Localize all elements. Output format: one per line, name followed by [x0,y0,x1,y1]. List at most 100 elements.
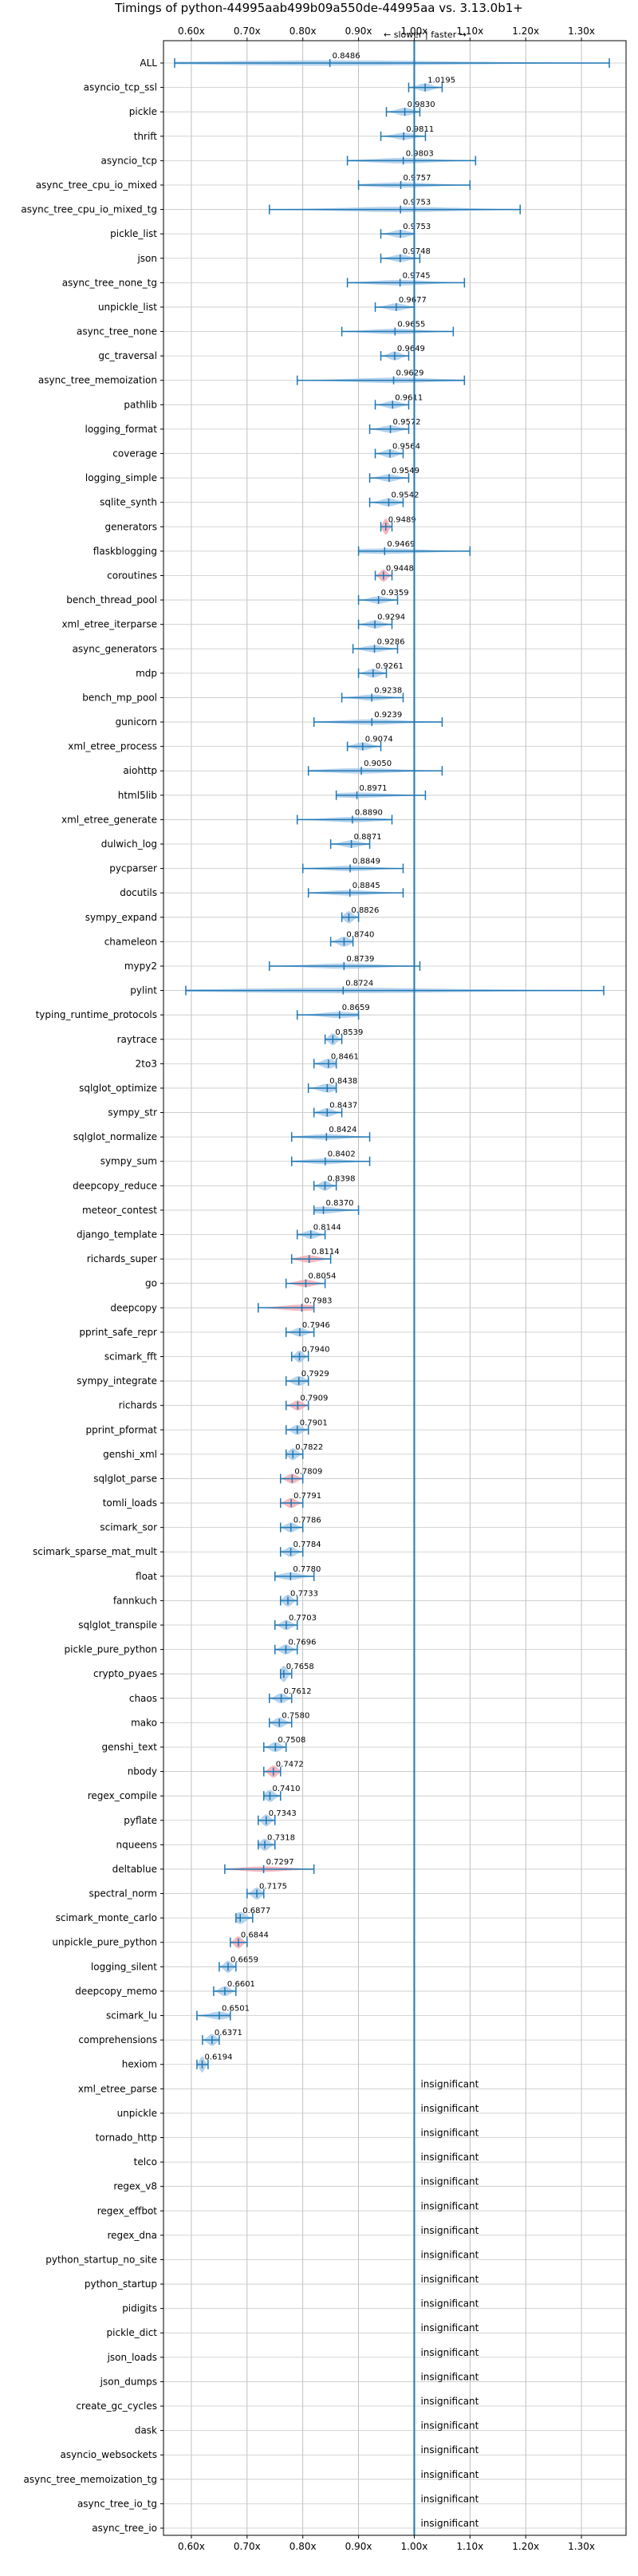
benchmark-label: float [136,1571,157,1582]
x-axis-top: 0.60x 0.70x 0.80x 0.90x 1.00x 1.10x 1.20x 1.30x [178,26,595,41]
benchmark-label: mypy2 [124,961,157,972]
benchmark-row: create_gc_cycles insignificant [76,2396,626,2412]
x-tick-label-bottom: 1.20x [512,2541,539,2552]
value-label: 0.8370 [326,1199,354,1208]
benchmark-label: scimark_sparse_mat_mult [33,1546,157,1557]
benchmark-label: async_tree_io_tg [77,2498,157,2509]
insignificant-label: insignificant [420,2347,478,2358]
benchmark-label: telco [134,2156,157,2168]
benchmark-row: regex_dna insignificant [107,2225,626,2241]
benchmark-row: sympy_sum 0.8402 [100,1150,626,1167]
value-label: 0.8871 [354,833,382,842]
value-label: 0.7940 [302,1345,330,1354]
insignificant-label: insignificant [420,2200,478,2211]
benchmark-label: nqueens [116,1839,157,1850]
benchmark-row: pickle_pure_python 0.7696 [65,1639,626,1655]
value-label: 0.9050 [364,759,392,768]
value-label: 0.7929 [301,1370,329,1379]
benchmark-label: mako [131,1717,157,1728]
value-label: 0.7733 [290,1589,318,1598]
value-label: 0.8144 [313,1224,341,1233]
benchmark-row: bench_mp_pool 0.9238 [82,686,626,703]
value-label: 0.9448 [386,564,414,573]
benchmark-label: ALL [140,57,157,69]
insignificant-label: insignificant [420,2444,478,2456]
value-label: 0.9753 [403,223,431,231]
value-label: 1.0195 [427,77,455,85]
value-label: 0.7297 [266,1858,294,1867]
benchmark-row: genshi_xml 0.7822 [103,1443,626,1461]
benchmark-row: meteor_contest 0.8370 [82,1199,626,1216]
benchmark-label: scimark_fft [104,1351,157,1362]
benchmark-row: logging_simple 0.9549 [85,467,626,483]
benchmark-label: meteor_contest [82,1205,157,1216]
value-label: 0.9074 [365,736,393,744]
insignificant-label: insignificant [420,2469,478,2480]
benchmark-label: pprint_safe_repr [79,1327,157,1338]
benchmark-label: scimark_monte_carlo [56,1912,157,1923]
x-tick-label-bottom: 1.10x [456,2541,483,2552]
benchmark-label: logging_silent [91,1961,157,1972]
benchmark-label: hexiom [122,2059,157,2070]
benchmark-label: coverage [112,448,157,460]
x-tick-label-bottom: 0.90x [345,2541,372,2552]
value-label: 0.9564 [392,443,420,452]
benchmark-row: deltablue 0.7297 [112,1858,626,1875]
value-label: 0.9649 [397,345,425,353]
benchmark-row: ALL 0.8486 [140,52,626,69]
value-label: 0.7472 [276,1761,304,1769]
benchmark-label: async_tree_memoization_tg [24,2474,157,2485]
value-label: 0.7946 [302,1321,330,1330]
insignificant-label: insignificant [420,2274,478,2285]
value-label: 0.9677 [399,296,427,305]
benchmark-row: 2to3 0.8461 [136,1052,626,1069]
value-label: 0.9803 [406,149,434,158]
x-tick-label-bottom: 1.00x [401,2541,428,2552]
x-tick-label-top: 0.90x [345,26,372,37]
insignificant-label: insignificant [420,2518,478,2529]
benchmark-row: pickle 0.9830 [129,101,626,117]
benchmark-row: nbody 0.7472 [128,1761,626,1778]
x-tick-label-top: 0.80x [289,26,317,37]
benchmark-label: thrift [134,131,158,142]
benchmark-label: regex_effbot [97,2205,158,2216]
value-label: 0.9294 [377,613,405,622]
value-label: 0.8461 [331,1052,359,1061]
value-label: 0.6844 [241,1931,269,1940]
benchmark-label: coroutines [107,570,157,581]
value-label: 0.7809 [294,1467,322,1476]
benchmark-label: scimark_sor [100,1522,157,1533]
value-label: 0.8971 [360,784,388,793]
benchmark-row: comprehensions 0.6371 [78,2029,626,2046]
value-label: 0.8424 [329,1126,356,1134]
benchmark-label: xml_etree_process [68,741,157,752]
value-label: 0.8437 [329,1102,357,1110]
value-label: 0.9572 [393,418,421,427]
x-tick-label-bottom: 0.80x [289,2541,317,2552]
benchmark-rows: ALL 0.8486 asyncio_tcp_ssl 1.0195 pickle 0.98… [21,41,626,2535]
benchmark-row: dulwich_log 0.8871 [101,833,626,850]
benchmark-row: nqueens 0.7318 [116,1833,626,1851]
benchmark-row: pickle_list 0.9753 [110,223,626,239]
value-label: 0.9542 [391,491,419,500]
insignificant-label: insignificant [420,2127,478,2138]
value-label: 0.9629 [396,369,424,378]
benchmark-label: asyncio_tcp_ssl [84,82,157,93]
benchmark-row: go 0.8054 [145,1272,626,1289]
benchmark-label: pyflate [124,1815,157,1826]
benchmark-row: pprint_pformat 0.7901 [86,1418,626,1435]
benchmark-label: deepcopy_memo [75,1986,157,1997]
benchmark-row: regex_compile 0.7410 [88,1785,626,1802]
benchmark-row: json 0.9748 [136,247,626,264]
benchmark-row: json_dumps insignificant [100,2371,626,2387]
x-tick-label-top: 0.60x [178,26,205,37]
benchmark-row: fannkuch 0.7733 [113,1589,626,1607]
benchmark-row: sqlglot_normalize 0.8424 [73,1126,626,1142]
benchmark-label: docutils [120,887,157,898]
benchmark-label: regex_compile [88,1790,157,1801]
benchmark-row: xml_etree_process 0.9074 [68,736,626,752]
x-tick-label-bottom: 1.30x [568,2541,595,2552]
benchmark-row: json_loads insignificant [107,2347,626,2363]
value-label: 0.7909 [300,1395,328,1403]
benchmark-label: richards_super [87,1253,157,1264]
